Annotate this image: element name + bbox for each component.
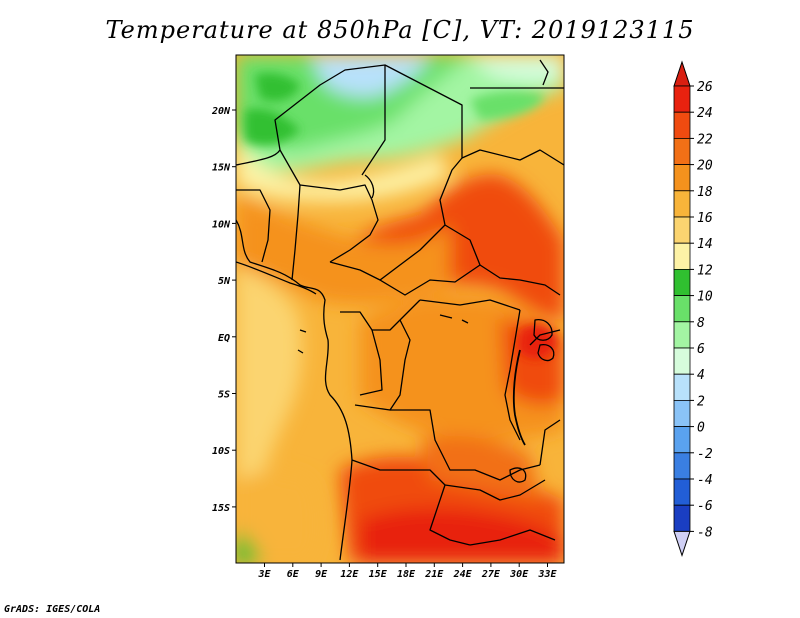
colorbar-segment <box>673 268 691 296</box>
colorbar-label: 10 <box>697 290 713 305</box>
lat-tick-label: 5S <box>218 390 230 401</box>
colorbar-segment <box>673 111 691 139</box>
colorbar-label: 8 <box>697 316 705 331</box>
colorbar-segment <box>673 399 691 427</box>
colorbar-label: -6 <box>697 499 713 514</box>
temperature-field <box>236 55 564 563</box>
lon-tick-label: 9E <box>315 569 328 580</box>
colorbar-segment <box>673 478 691 506</box>
colorbar-segment <box>673 347 691 375</box>
lon-tick-label: 6E <box>287 569 300 580</box>
lon-tick-label: 30E <box>509 569 529 580</box>
colorbar-label: 2 <box>697 394 705 409</box>
colorbar-label: 20 <box>697 159 713 174</box>
colorbar-label: 0 <box>697 421 705 436</box>
colorbar-segment <box>673 373 691 401</box>
plot-frame <box>235 54 565 564</box>
colorbar-segment <box>673 164 691 192</box>
latitude-axis: 20N 15N 10N 5N EQ 5S 10S 15S <box>211 106 236 514</box>
lat-tick-label: 10S <box>212 446 230 457</box>
lon-tick-label: 24E <box>453 569 473 580</box>
colorbar-label: 6 <box>697 342 705 357</box>
colorbar-segment <box>673 216 691 244</box>
colorbar-segment <box>673 242 691 270</box>
colorbar-label: 4 <box>697 368 705 383</box>
lon-tick-label: 21E <box>424 569 444 580</box>
colorbar-segment <box>673 137 691 165</box>
longitude-axis: 3E 6E 9E 12E 15E 18E 21E 24E 27E 30E 33E <box>257 563 558 580</box>
colorbar-segment <box>673 504 691 532</box>
colorbar-under-triangle <box>673 530 691 557</box>
lon-tick-label: 27E <box>481 569 501 580</box>
lat-tick-label: 15S <box>212 503 230 514</box>
lon-tick-label: 18E <box>397 569 416 580</box>
colorbar-segment <box>673 452 691 480</box>
lon-tick-label: 12E <box>340 569 359 580</box>
colorbar-label: 12 <box>697 263 713 278</box>
map-title: Temperature at 850hPa [C], VT: 201912311… <box>105 16 695 44</box>
colorbar-label: -4 <box>697 473 713 488</box>
colorbar-label: -8 <box>697 525 713 540</box>
credit-text: GrADS: IGES/COLA <box>4 604 101 615</box>
lon-tick-label: 33E <box>537 569 557 580</box>
colorbar-label: 14 <box>697 237 713 252</box>
lat-tick-label: 15N <box>212 163 231 174</box>
lon-tick-label: 3E <box>257 569 271 580</box>
colorbar-label: 26 <box>697 80 713 95</box>
lat-tick-label: 5N <box>218 276 231 287</box>
colorbar-label: 24 <box>697 106 713 121</box>
colorbar-label: 22 <box>697 132 713 147</box>
coastlines-borders <box>236 59 564 561</box>
colorbar-over-triangle <box>673 60 691 87</box>
lat-tick-label: EQ <box>218 333 230 344</box>
colorbar-label: 18 <box>697 185 713 200</box>
colorbar-label: -2 <box>697 447 713 462</box>
colorbar-segment <box>673 321 691 349</box>
colorbar-segment <box>673 295 691 323</box>
colorbar-segment <box>673 426 691 454</box>
lat-tick-label: 20N <box>211 106 231 117</box>
colorbar-label: 16 <box>697 211 713 226</box>
colorbar-segment <box>673 190 691 218</box>
lat-tick-label: 10N <box>212 219 231 230</box>
lon-tick-label: 15E <box>369 569 388 580</box>
colorbar-segment <box>673 85 691 113</box>
